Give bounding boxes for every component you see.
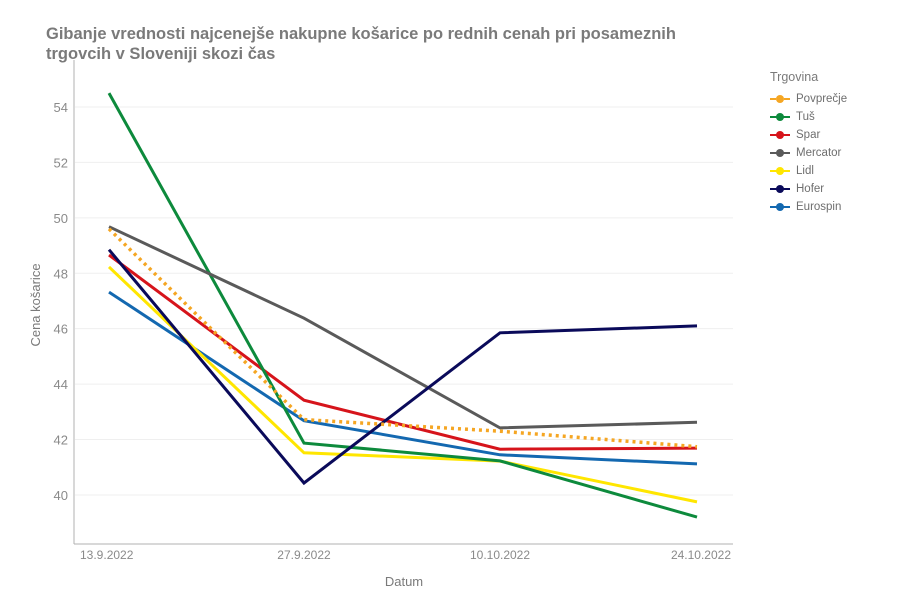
legend-label: Tuš [796,111,815,123]
legend-item-spar[interactable]: Spar [770,126,847,144]
x-tick-label: 27.9.2022 [277,548,331,562]
y-tick-label: 46 [54,322,68,337]
legend-marker-icon [770,166,790,176]
legend-item-eurospin[interactable]: Eurospin [770,198,847,216]
y-tick-label: 54 [54,100,68,115]
legend-marker-icon [770,184,790,194]
legend-marker-icon [770,130,790,140]
y-tick-label: 48 [54,266,68,281]
legend: Trgovina Povprečje Tuš Spar Mercator Lidl Hof… [770,70,847,216]
y-tick-label: 50 [54,211,68,226]
series-line-hofer [107,248,698,486]
legend-label: Hofer [796,183,825,195]
series-line-lidl [107,265,698,504]
legend-item-povprečje[interactable]: Povprečje [770,90,847,108]
x-tick-label: 13.9.2022 [80,548,134,562]
legend-marker-icon [770,94,790,104]
legend-label: Spar [796,129,821,141]
chart-title: Gibanje vrednosti najcenejše nakupne koš… [46,25,676,63]
legend-label: Povprečje [796,93,848,105]
y-tick-label: 40 [54,488,68,503]
y-tick-labels: 40 42 44 46 48 50 52 54 [54,100,68,503]
legend-label: Lidl [796,165,814,177]
series-line-povprečje [107,227,698,449]
series-line-mercator [108,225,698,430]
series-line-spar [108,253,698,451]
series-line-eurospin [108,290,698,466]
y-tick-label: 42 [54,433,68,448]
x-tick-labels: 13.9.2022 27.9.2022 10.10.2022 24.10.2022 [80,548,731,562]
x-tick-label: 24.10.2022 [671,548,731,562]
y-axis-label: Cena košarice [28,263,43,346]
legend-item-lidl[interactable]: Lidl [770,162,847,180]
legend-marker-icon [770,112,790,122]
legend-item-tuš[interactable]: Tuš [770,108,847,126]
y-tick-label: 52 [54,155,68,170]
legend-item-mercator[interactable]: Mercator [770,144,847,162]
legend-label: Mercator [796,147,842,159]
legend-marker-icon [770,202,790,212]
legend-label: Eurospin [796,201,842,213]
series-line-tuš [107,92,698,519]
x-axis-label: Datum [385,574,423,589]
x-tick-label: 10.10.2022 [470,548,530,562]
legend-item-hofer[interactable]: Hofer [770,180,847,198]
y-tick-label: 44 [54,377,68,392]
legend-title: Trgovina [770,70,819,84]
legend-marker-icon [770,148,790,158]
series-lines [107,92,698,519]
